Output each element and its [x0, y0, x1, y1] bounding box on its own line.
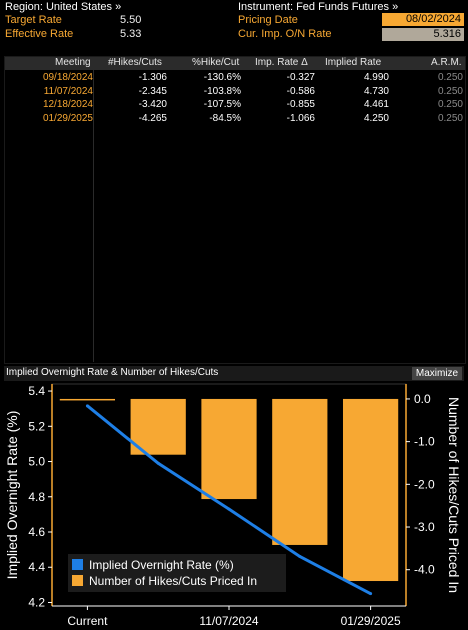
x-tick-label: 01/29/2025	[341, 614, 401, 628]
cur-imp-rate-label: Cur. Imp. O/N Rate	[238, 28, 332, 40]
right-tick-label: -3.0	[414, 520, 435, 534]
hikes-bar	[59, 398, 116, 401]
x-tick-label: 11/07/2024	[199, 614, 258, 628]
meetings-table: Meeting #Hikes/Cuts %Hike/Cut Imp. Rate …	[4, 56, 466, 364]
y-axis-title: Implied Overnight Rate (%)	[4, 411, 20, 580]
cell-meeting: 09/18/2024	[42, 72, 93, 83]
left-tick-label: 4.4	[28, 560, 45, 574]
chart: 5.4 5.2 5.0 4.8 4.6 4.4 4.2 0.0 -1.0 -2.0 -3.0 -4.0…	[4, 383, 462, 628]
cell-implied: 4.250	[363, 112, 389, 124]
right-tick-label: -1.0	[414, 435, 435, 449]
legend-swatch-line	[72, 559, 83, 570]
cell-meeting: 12/18/2024	[42, 99, 93, 110]
left-tick-label: 5.4	[28, 384, 45, 398]
left-tick-label: 4.8	[28, 490, 45, 504]
implied-rate-point	[85, 404, 89, 408]
y2-axis-title: Number of Hikes/Cuts Priced In	[446, 397, 462, 593]
cell-hikes: -2.345	[138, 85, 167, 97]
col-hikes[interactable]: #Hikes/Cuts	[108, 57, 162, 68]
legend-label-bars: Number of Hikes/Cuts Priced In	[89, 574, 257, 588]
target-rate-label: Target Rate	[5, 14, 62, 26]
implied-rate-point	[227, 507, 231, 511]
legend-label-line: Implied Overnight Rate (%)	[89, 558, 234, 572]
cell-arm: 0.250	[437, 99, 463, 110]
col-imp-delta[interactable]: Imp. Rate Δ	[255, 57, 308, 68]
effective-rate-value: 5.33	[120, 28, 142, 40]
hikes-bar	[342, 398, 399, 582]
table-row[interactable]: 11/07/2024 -2.345 -103.8% -0.586 4.730 0.250	[5, 86, 465, 99]
cell-pct: -130.6%	[203, 72, 241, 83]
effective-rate-label: Effective Rate	[5, 28, 74, 40]
col-arm[interactable]: A.R.M.	[431, 57, 462, 68]
legend-swatch-bars	[72, 575, 83, 586]
cell-meeting: 01/29/2025	[42, 112, 93, 124]
table-row[interactable]: 01/29/2025 -4.265 -84.5% -1.066 4.250 0.250	[5, 113, 465, 126]
implied-rate-point	[156, 461, 160, 465]
hikes-bar	[130, 398, 186, 455]
column-divider	[93, 70, 94, 362]
cell-meeting: 11/07/2024	[43, 85, 93, 97]
cell-pct: -107.5%	[203, 99, 241, 110]
left-tick-label: 5.2	[28, 419, 45, 433]
cell-pct: -103.8%	[203, 85, 241, 97]
cell-imp-delta: -0.586	[286, 85, 315, 97]
cell-implied: 4.461	[363, 99, 389, 110]
cur-imp-rate-field: 5.316	[382, 28, 464, 41]
cell-pct: -84.5%	[209, 112, 241, 124]
cell-implied: 4.990	[363, 72, 389, 83]
chart-title: Implied Overnight Rate & Number of Hikes…	[6, 367, 219, 378]
implied-rate-point	[298, 554, 302, 558]
table-row[interactable]: 09/18/2024 -1.306 -130.6% -0.327 4.990 0.250	[5, 72, 465, 85]
col-implied[interactable]: Implied Rate	[325, 57, 382, 68]
col-meeting[interactable]: Meeting	[55, 57, 91, 68]
col-pct[interactable]: %Hike/Cut	[192, 57, 240, 68]
chart-title-bar: Implied Overnight Rate & Number of Hikes…	[4, 366, 464, 381]
table-header: Meeting #Hikes/Cuts %Hike/Cut Imp. Rate …	[5, 57, 465, 70]
table-row[interactable]: 12/18/2024 -3.420 -107.5% -0.855 4.461 0.250	[5, 99, 465, 112]
cell-imp-delta: -0.327	[286, 72, 315, 83]
cell-imp-delta: -0.855	[286, 99, 315, 110]
implied-rate-point	[369, 592, 373, 596]
maximize-button[interactable]: Maximize	[412, 367, 462, 380]
target-rate-value: 5.50	[120, 14, 142, 26]
hikes-bar	[272, 398, 328, 545]
cell-hikes: -1.306	[138, 72, 167, 83]
cell-hikes: -4.265	[138, 112, 167, 124]
x-tick-label: Current	[67, 614, 108, 628]
cell-arm: 0.250	[437, 72, 463, 83]
cell-arm: 0.250	[437, 85, 463, 97]
right-tick-label: -4.0	[414, 563, 435, 577]
left-tick-label: 4.2	[28, 595, 45, 609]
cell-arm: 0.250	[437, 112, 463, 124]
instrument-selector[interactable]: Instrument: Fed Funds Futures »	[238, 1, 399, 13]
cell-hikes: -3.420	[138, 99, 167, 110]
legend-box	[68, 554, 286, 592]
pricing-date-field[interactable]: 08/02/2024	[382, 13, 464, 26]
cell-implied: 4.730	[363, 85, 389, 97]
right-tick-label: -2.0	[414, 477, 435, 491]
pricing-date-label: Pricing Date	[238, 14, 298, 26]
cell-imp-delta: -1.066	[286, 112, 315, 124]
left-tick-label: 4.6	[28, 525, 45, 539]
left-tick-label: 5.0	[28, 455, 45, 469]
right-tick-label: 0.0	[414, 392, 431, 406]
region-selector[interactable]: Region: United States »	[5, 1, 122, 13]
hikes-bar	[201, 398, 257, 500]
